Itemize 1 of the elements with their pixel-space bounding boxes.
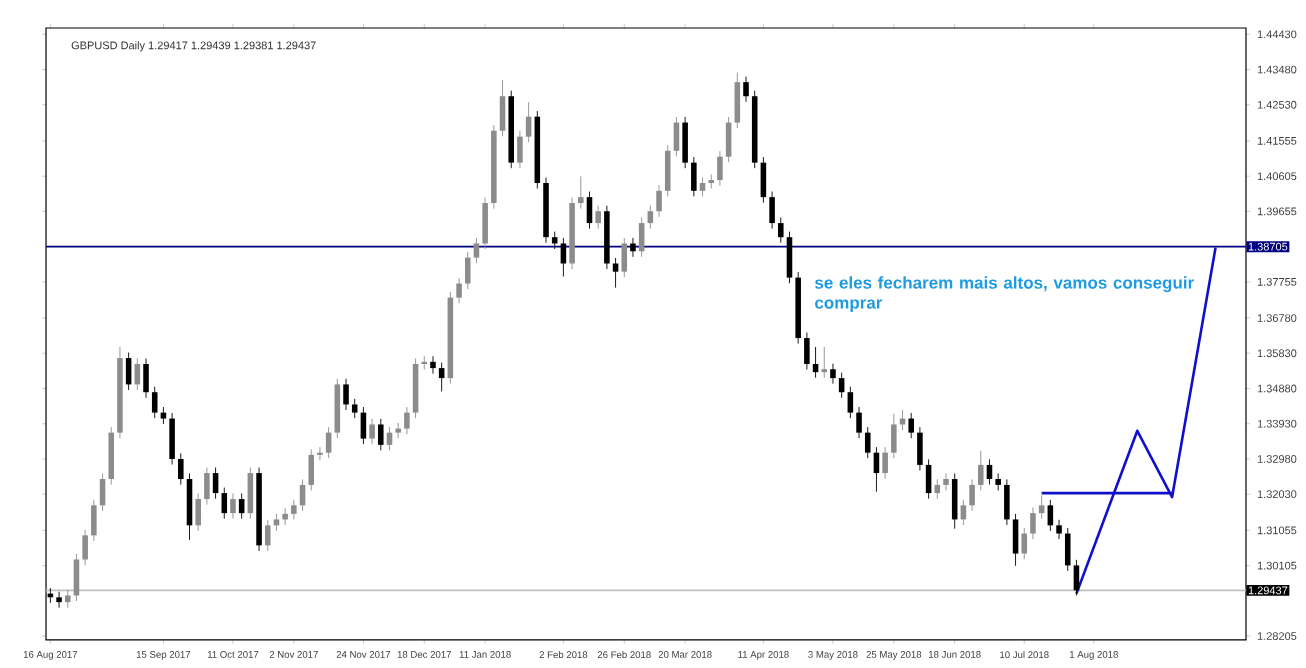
annotation: se eles fecharem mais altos, vamos conseguir comprar: [815, 276, 1194, 313]
